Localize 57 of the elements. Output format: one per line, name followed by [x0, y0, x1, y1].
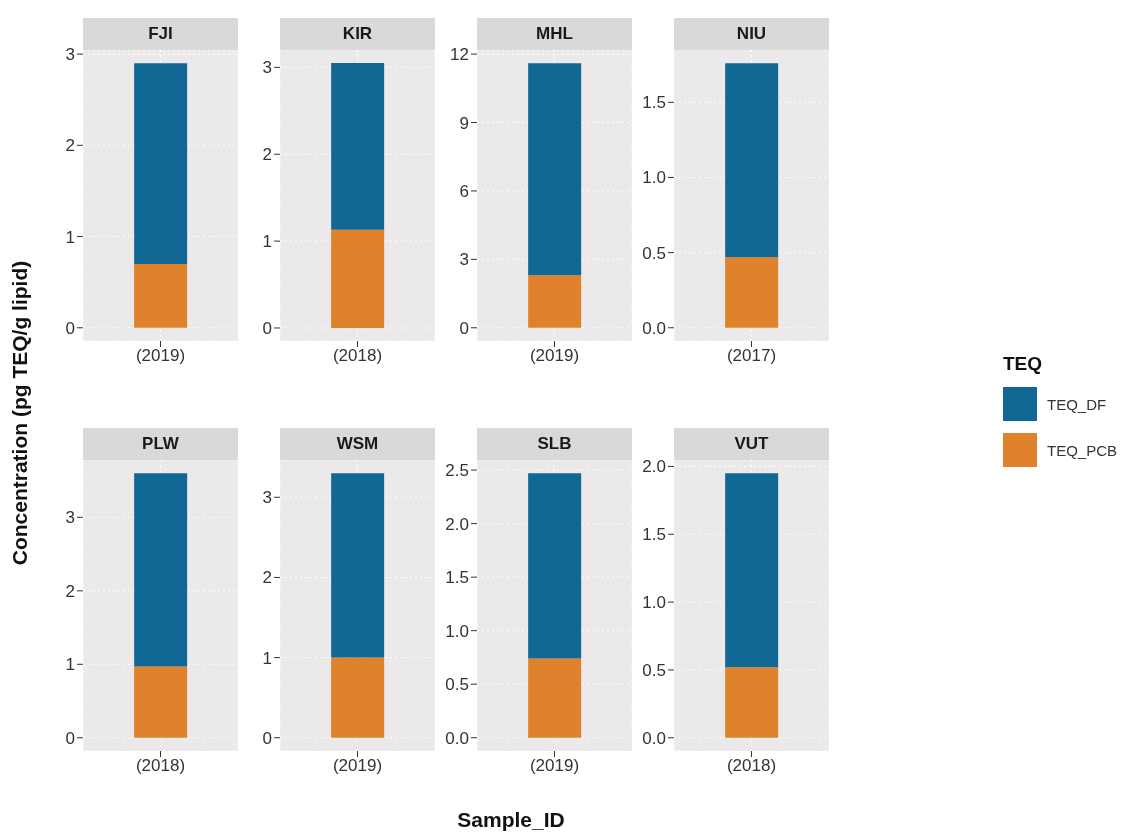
chart-title: PLW: [83, 428, 238, 460]
legend-label: TEQ_DF: [1047, 395, 1107, 413]
y-tick-label: 1.0: [642, 168, 666, 188]
legend-label: TEQ_PCB: [1047, 441, 1118, 459]
y-tick-label: 1.0: [445, 621, 469, 641]
chart-title: FJI: [83, 18, 238, 50]
y-tick-label: 2.5: [445, 461, 469, 481]
y-tick-label: 6: [459, 181, 469, 201]
y-tick-label: 1: [262, 232, 272, 252]
x-axis-title: Sample_ID: [457, 808, 565, 832]
x-tick-label: (2018): [332, 346, 383, 366]
y-tick-label: 1: [65, 227, 75, 247]
x-tick-label: (2019): [529, 346, 580, 366]
y-tick-label: 2: [65, 581, 75, 601]
y-tick-label: 0: [262, 319, 272, 339]
y-tick-label: 0.5: [642, 243, 666, 263]
chart-title: KIR: [280, 18, 435, 50]
y-tick-label: 1: [65, 655, 75, 675]
y-tick-label: 3: [262, 488, 272, 508]
y-tick-label: 0.0: [642, 318, 666, 338]
y-tick-label: 1.5: [642, 525, 666, 545]
y-tick-label: 0: [65, 728, 75, 748]
y-tick-label: 0.5: [642, 660, 666, 680]
y-tick-label: 1.0: [642, 593, 666, 613]
chart-title: NIU: [674, 18, 829, 50]
y-tick-label: 0.0: [445, 728, 469, 748]
y-tick-label: 3: [262, 58, 272, 78]
x-tick-label: (2017): [726, 346, 777, 366]
y-tick-label: 0: [65, 318, 75, 338]
y-tick-label: 0.0: [642, 728, 666, 748]
y-tick-label: 9: [459, 113, 469, 133]
legend-title: TEQ: [1003, 353, 1044, 375]
chart-title: MHL: [477, 18, 632, 50]
y-tick-label: 0: [459, 318, 469, 338]
x-tick-label: (2019): [529, 756, 580, 776]
x-tick-label: (2018): [135, 756, 186, 776]
y-axis-title: Concentration (pg TEQ/g lipid): [8, 260, 32, 566]
chart-title: VUT: [674, 428, 829, 460]
y-tick-label: 0.5: [445, 675, 469, 695]
y-tick-label: 2: [262, 568, 272, 588]
y-tick-label: 3: [65, 508, 75, 528]
y-tick-label: 2.0: [642, 457, 666, 477]
x-tick-label: (2019): [135, 346, 186, 366]
y-tick-label: 2: [65, 136, 75, 156]
y-tick-label: 1.5: [642, 93, 666, 113]
y-tick-label: 3: [65, 45, 75, 65]
y-tick-label: 3: [459, 250, 469, 270]
y-tick-label: 1: [262, 648, 272, 668]
y-tick-label: 1.5: [445, 568, 469, 588]
y-tick-label: 2: [262, 145, 272, 165]
y-tick-label: 12: [450, 45, 469, 65]
chart-title: SLB: [477, 428, 632, 460]
y-tick-label: 0: [262, 728, 272, 748]
x-tick-label: (2019): [332, 756, 383, 776]
x-tick-label: (2018): [726, 756, 777, 776]
y-tick-label: 2.0: [445, 514, 469, 534]
chart-title: WSM: [280, 428, 435, 460]
